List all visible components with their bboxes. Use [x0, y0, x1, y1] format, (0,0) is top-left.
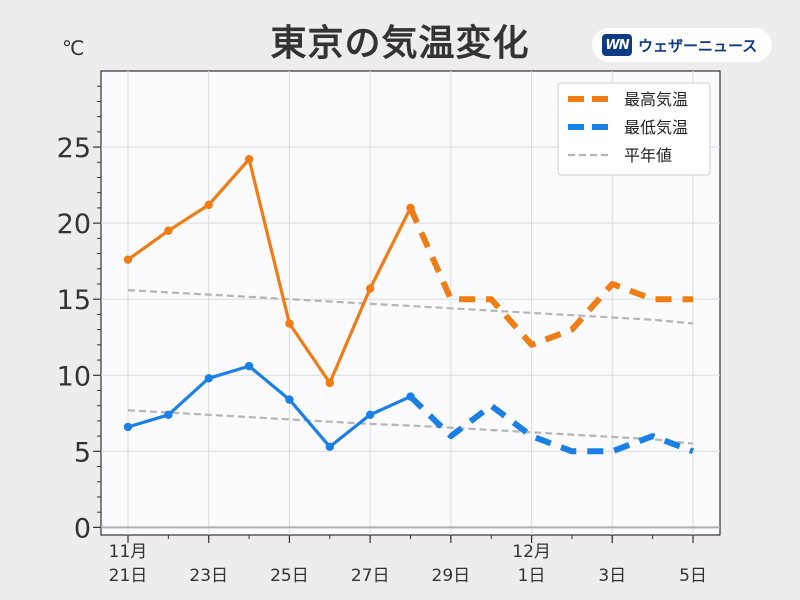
data-point-low — [365, 410, 375, 420]
x-tick-label-day: 3日 — [598, 566, 626, 586]
legend-label-low: 最低気温 — [624, 118, 688, 137]
legend-label-normal_high: 平年値 — [624, 146, 672, 165]
data-point-low — [244, 361, 254, 371]
data-point-high — [244, 155, 254, 164]
series-line-normal_low — [127, 409, 694, 445]
x-tick-label-day: 29日 — [432, 566, 471, 586]
series-forecast-line-low — [408, 394, 695, 455]
data-point-high — [123, 255, 133, 264]
chart-title: 東京の気温変化 — [270, 23, 530, 64]
data-point-high — [204, 200, 213, 210]
x-tick-label-month: 11月 — [109, 542, 148, 562]
brand-name: ウェザーニュース — [638, 36, 758, 55]
series-line-normal_high — [127, 289, 694, 325]
y-tick-label: 5 — [74, 437, 91, 468]
data-point-low — [406, 392, 415, 401]
x-tick-label-day: 1日 — [518, 566, 546, 586]
data-point-high — [325, 378, 334, 388]
data-point-low — [285, 395, 294, 404]
y-tick-label: 20 — [57, 209, 91, 240]
brand-badge: WN ウェザーニュース — [592, 28, 772, 62]
y-tick-label: 10 — [57, 361, 91, 392]
data-point-low — [204, 374, 213, 383]
x-tick-label-day: 21日 — [109, 566, 148, 586]
data-point-high — [406, 203, 415, 213]
x-tick-label-day: 23日 — [189, 566, 228, 586]
data-point-high — [365, 284, 375, 293]
data-point-low — [123, 422, 133, 432]
data-point-high — [285, 319, 294, 328]
y-tick-label: 25 — [57, 133, 91, 164]
x-tick-label-month: 12月 — [512, 542, 551, 562]
y-tick-label: 15 — [57, 285, 91, 316]
data-point-low — [164, 410, 173, 420]
legend-box — [557, 82, 711, 176]
x-tick-label-day: 5日 — [679, 566, 707, 586]
brand-logo-icon: WN — [602, 34, 632, 56]
series-observed-line-low — [127, 364, 412, 449]
x-tick-label-day: 25日 — [270, 566, 309, 586]
series-observed-line-high — [127, 157, 412, 385]
y-axis-unit: ℃ — [62, 36, 85, 60]
y-tick-label: 0 — [74, 513, 91, 544]
legend-label-high: 最高気温 — [624, 90, 688, 109]
x-tick-label-day: 27日 — [351, 566, 390, 586]
data-point-high — [164, 226, 173, 235]
series-forecast-line-high — [407, 206, 693, 348]
data-point-low — [325, 442, 334, 451]
